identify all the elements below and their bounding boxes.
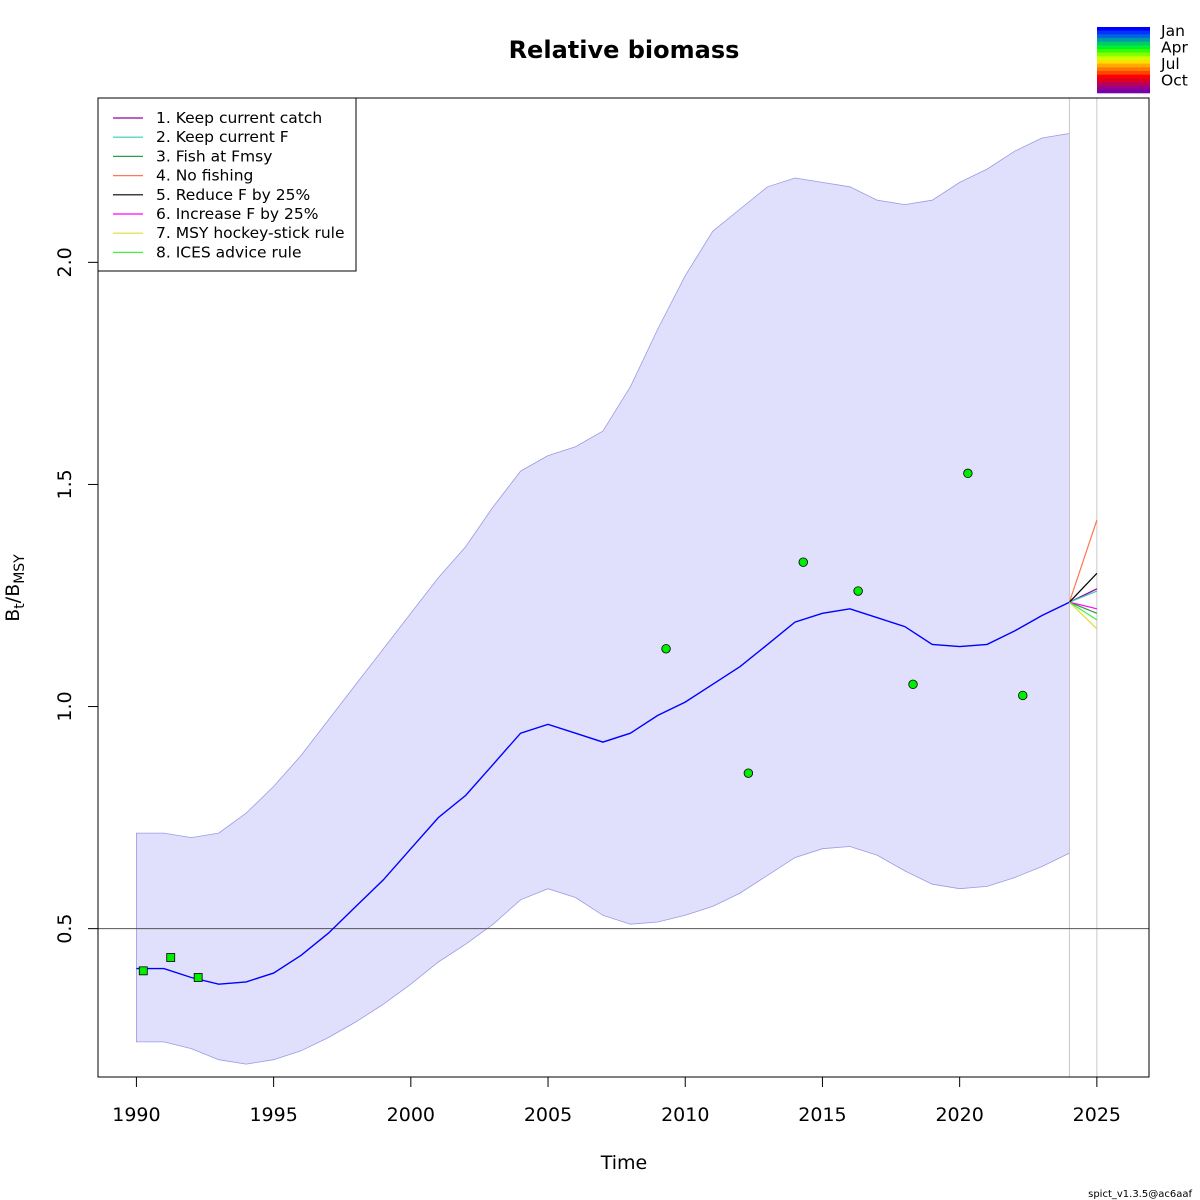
y-tick-label: 0.5 — [54, 913, 76, 943]
season-swatch-12 — [1097, 67, 1150, 72]
scenario-line-8 — [1069, 601, 1098, 621]
x-tick-label: 1995 — [249, 1104, 297, 1126]
legend-label-3: 3. Fish at Fmsy — [156, 147, 272, 165]
y-axis-label: Bt/BMSY — [2, 554, 28, 622]
observation-circle-3 — [798, 557, 808, 567]
season-swatch-15 — [1097, 78, 1150, 83]
season-swatch-11 — [1097, 63, 1150, 68]
version-label: spict_v1.3.5@ac6aaf — [1088, 1189, 1192, 1200]
y-axis-label-main: B — [2, 609, 24, 622]
observation-circle-1 — [661, 644, 671, 654]
x-axis: 1990 1995 2000 2005 2010 2015 2020 2025 — [112, 1077, 1121, 1126]
legend-label-6: 6. Increase F by 25% — [156, 205, 318, 223]
scenario-line-5 — [1068, 572, 1098, 603]
season-swatch-6 — [1097, 45, 1150, 50]
season-swatch-14 — [1097, 74, 1150, 79]
season-label-jan: Jan — [1160, 22, 1185, 40]
legend-label-7: 7. MSY hockey-stick rule — [156, 224, 345, 242]
observation-circle-6 — [963, 468, 973, 479]
observation-square-3 — [193, 973, 203, 982]
season-label-jul: Jul — [1160, 55, 1180, 73]
y-axis-label-sub-t: t — [12, 603, 28, 609]
chart-title: Relative biomass — [509, 36, 740, 64]
y-tick-label: 1.0 — [54, 691, 76, 721]
season-swatch-10 — [1097, 60, 1150, 64]
y-tick-label: 2.0 — [54, 247, 76, 277]
estimate-line — [136, 601, 1070, 985]
x-tick-label: 2025 — [1073, 1104, 1121, 1126]
x-tick-label: 1990 — [112, 1104, 160, 1126]
season-swatch-4 — [1097, 38, 1150, 42]
scenario-line-3 — [1069, 601, 1098, 614]
season-swatch-17 — [1097, 85, 1150, 90]
x-tick-label: 2005 — [524, 1104, 572, 1126]
season-swatch-7 — [1097, 49, 1150, 53]
legend-box — [97, 97, 357, 272]
x-tick-label: 2000 — [387, 1104, 435, 1126]
season-swatch-5 — [1097, 41, 1150, 46]
season-swatch-18 — [1097, 89, 1150, 94]
y-axis-label-sub-msy: MSY — [12, 554, 28, 584]
scenario-line-6 — [1069, 601, 1098, 610]
season-swatch-16 — [1097, 82, 1150, 86]
observation-circle-7 — [1018, 690, 1028, 701]
legend-label-8: 8. ICES advice rule — [156, 243, 302, 261]
observation-circle-5 — [908, 679, 918, 690]
scenario-line-4 — [1068, 519, 1098, 603]
y-axis: 0.5 1.0 1.5 2.0 — [54, 247, 98, 944]
plot-frame — [97, 97, 1150, 1078]
season-label-apr: Apr — [1161, 39, 1188, 57]
scenario-line-2 — [1069, 590, 1098, 603]
legend-label-1: 1. Keep current catch — [156, 109, 322, 127]
x-tick-label: 2020 — [935, 1104, 983, 1126]
x-axis-label: Time — [600, 1152, 648, 1174]
observation-circle-4 — [853, 586, 863, 596]
legend-label-2: 2. Keep current F — [156, 128, 289, 146]
season-swatch-1 — [1097, 27, 1150, 31]
season-label-oct: Oct — [1161, 72, 1188, 90]
observation-square-1 — [138, 966, 148, 976]
season-swatch-2 — [1097, 30, 1150, 35]
x-tick-label: 2015 — [798, 1104, 846, 1126]
season-swatch-9 — [1097, 56, 1150, 61]
legend-label-4: 4. No fishing — [156, 167, 253, 185]
observation-square-2 — [166, 953, 176, 962]
legend-label-5: 5. Reduce F by 25% — [156, 186, 310, 204]
x-tick-label: 2010 — [661, 1104, 709, 1126]
season-swatch-13 — [1097, 71, 1150, 75]
season-swatch-3 — [1097, 34, 1150, 39]
y-tick-label: 1.5 — [54, 469, 76, 499]
y-axis-label-sep: /B — [2, 584, 24, 603]
observation-circle-2 — [743, 768, 754, 778]
plot-area — [98, 98, 1149, 1077]
season-swatch-8 — [1097, 52, 1150, 57]
scenario-line-7 — [1068, 601, 1098, 630]
